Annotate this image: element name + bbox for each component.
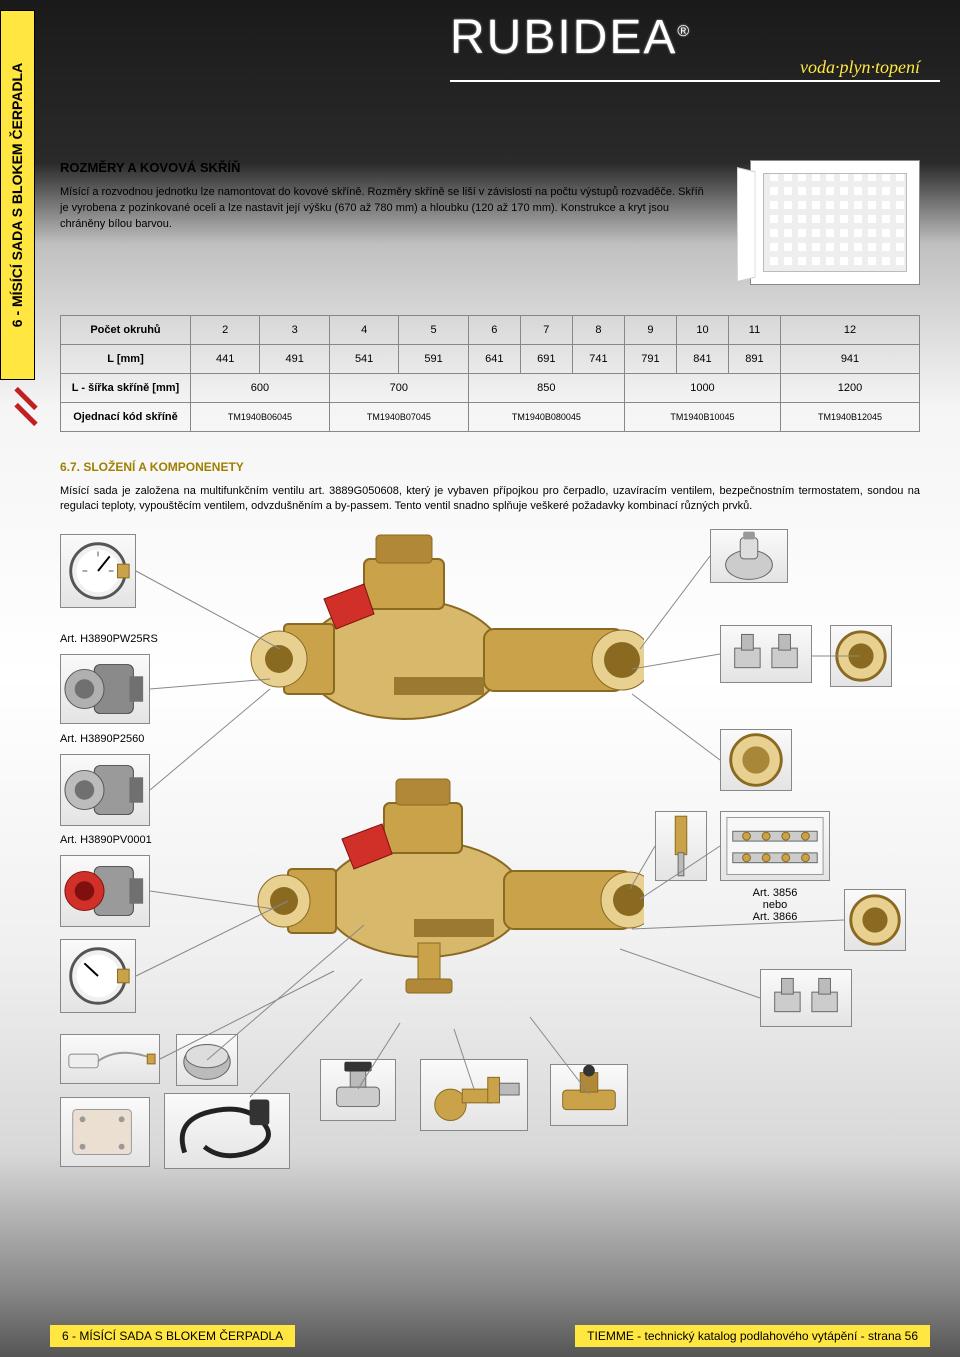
row-hdr-kod: Ojednací kód skříně bbox=[61, 403, 191, 432]
logo-bar: RUBIDEA® voda·plyn·topení bbox=[450, 10, 940, 82]
table-cell: 941 bbox=[781, 345, 920, 374]
table-cell: 9 bbox=[624, 316, 676, 345]
section67-title: 6.7. SLOŽENÍ A KOMPONENETY bbox=[60, 460, 920, 474]
components-assembly: Art. H3890PW25RS Art. H3890P2560 A bbox=[60, 529, 920, 1169]
intro-heading: ROZMĚRY A KOVOVÁ SKŘÍŇ bbox=[60, 160, 710, 175]
comp-probe bbox=[655, 811, 707, 881]
table-cell: 600 bbox=[191, 374, 330, 403]
row-hdr-okruh: Počet okruhů bbox=[61, 316, 191, 345]
table-cell: TM1940B080045 bbox=[468, 403, 624, 432]
valve-upper-drawing bbox=[224, 529, 644, 769]
row-hdr-sirka: L - šířka skříně [mm] bbox=[61, 374, 191, 403]
comp-valve-pair-1 bbox=[720, 625, 812, 683]
comp-gauge bbox=[60, 534, 136, 608]
table-cell: 741 bbox=[572, 345, 624, 374]
table-cell: 850 bbox=[468, 374, 624, 403]
table-cell: TM1940B10045 bbox=[624, 403, 780, 432]
dimensions-table: Počet okruhů23456789101112 L [mm]4414915… bbox=[60, 315, 920, 432]
comp-probe-sensor bbox=[60, 1034, 160, 1084]
art-label-3: Art. H3890PV0001 bbox=[60, 834, 152, 846]
table-cell: 641 bbox=[468, 345, 520, 374]
valve-lower-drawing bbox=[224, 769, 644, 1009]
table-cell: 2 bbox=[191, 316, 260, 345]
table-cell: 4 bbox=[329, 316, 398, 345]
section67-text: Mísící sada je založena na multifunkčním… bbox=[60, 484, 920, 515]
intro-row: ROZMĚRY A KOVOVÁ SKŘÍŇ Mísící a rozvodno… bbox=[60, 160, 920, 285]
side-tab: 6 - MÍSÍCÍ SADA S BLOKEM ČERPADLA bbox=[0, 10, 35, 380]
comp-valve-pair-2 bbox=[760, 969, 852, 1027]
comp-air-vent bbox=[710, 529, 788, 583]
table-cell: 1000 bbox=[624, 374, 780, 403]
comp-pump-1 bbox=[60, 654, 150, 724]
table-cell: 7 bbox=[520, 316, 572, 345]
table-cell: 6 bbox=[468, 316, 520, 345]
table-cell: 891 bbox=[728, 345, 780, 374]
comp-drain-set bbox=[420, 1059, 528, 1131]
comp-cable bbox=[164, 1093, 290, 1169]
comp-gauge-2 bbox=[60, 939, 136, 1013]
art-label-2: Art. H3890P2560 bbox=[60, 733, 144, 745]
comp-ring-3 bbox=[844, 889, 906, 951]
comp-ring-2 bbox=[720, 729, 792, 791]
art-label-4: Art. 3856 nebo Art. 3866 bbox=[720, 887, 830, 923]
comp-manifold bbox=[720, 811, 830, 881]
table-cell: TM1940B07045 bbox=[329, 403, 468, 432]
comp-pump-2 bbox=[60, 754, 150, 826]
row-hdr-lmm: L [mm] bbox=[61, 345, 191, 374]
side-tab-text: 6 - MÍSÍCÍ SADA S BLOKEM ČERPADLA bbox=[10, 63, 26, 327]
table-cell: 791 bbox=[624, 345, 676, 374]
intro-paragraph: Mísící a rozvodnou jednotku lze namontov… bbox=[60, 185, 710, 233]
table-cell: 591 bbox=[399, 345, 468, 374]
comp-stop-valve bbox=[320, 1059, 396, 1121]
table-cell: 1200 bbox=[781, 374, 920, 403]
comp-cap bbox=[176, 1034, 238, 1086]
table-cell: 541 bbox=[329, 345, 398, 374]
table-cell: 700 bbox=[329, 374, 468, 403]
footer-right: TIEMME - technický katalog podlahového v… bbox=[575, 1325, 930, 1347]
comp-pump-3 bbox=[60, 855, 150, 927]
footer: 6 - MÍSÍCÍ SADA S BLOKEM ČERPADLA TIEMME… bbox=[50, 1325, 930, 1347]
table-cell: 441 bbox=[191, 345, 260, 374]
table-cell: 5 bbox=[399, 316, 468, 345]
comp-junction-box bbox=[60, 1097, 150, 1167]
table-cell: TM1940B06045 bbox=[191, 403, 330, 432]
table-cell: 691 bbox=[520, 345, 572, 374]
table-cell: 11 bbox=[728, 316, 780, 345]
table-cell: 841 bbox=[676, 345, 728, 374]
table-cell: TM1940B12045 bbox=[781, 403, 920, 432]
art-label-1: Art. H3890PW25RS bbox=[60, 633, 158, 645]
table-cell: 3 bbox=[260, 316, 329, 345]
cabinet-image bbox=[750, 160, 920, 285]
comp-bypass-valve bbox=[550, 1064, 628, 1126]
footer-left: 6 - MÍSÍCÍ SADA S BLOKEM ČERPADLA bbox=[50, 1325, 295, 1347]
table-cell: 491 bbox=[260, 345, 329, 374]
table-cell: 8 bbox=[572, 316, 624, 345]
table-cell: 12 bbox=[781, 316, 920, 345]
comp-ring-1 bbox=[830, 625, 892, 687]
table-cell: 10 bbox=[676, 316, 728, 345]
side-rule bbox=[12, 390, 40, 428]
